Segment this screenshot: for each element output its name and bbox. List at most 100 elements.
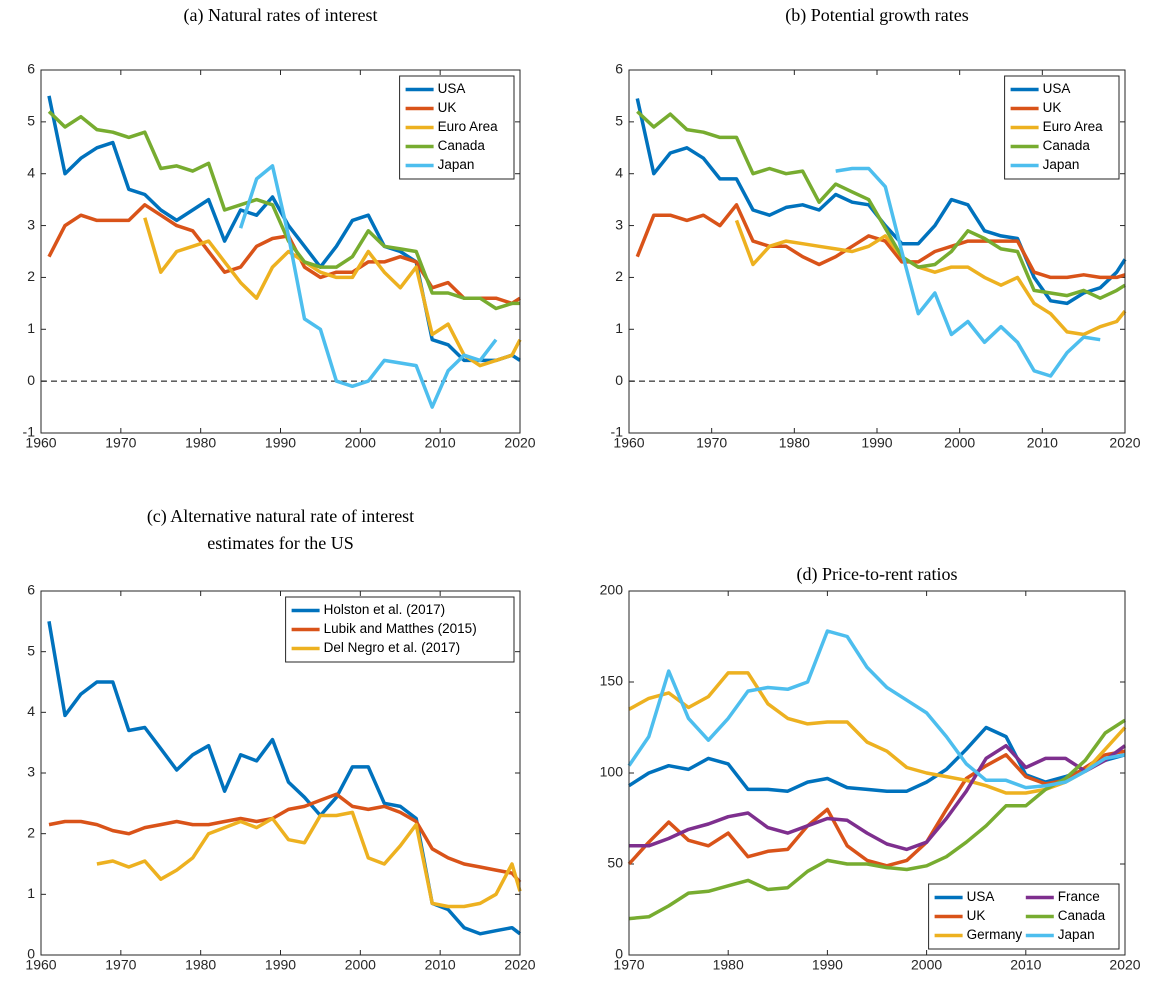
y-tick-label: 4 (615, 164, 623, 180)
axes-box (40, 590, 521, 956)
legend: Holston et al. (2017) Lubik and Matthes (… (285, 596, 515, 663)
legend-label: Euro Area (438, 119, 499, 134)
legend: USA UK Euro Area Canada Japan (1004, 75, 1120, 180)
y-tick-label: 0 (27, 372, 35, 388)
legend-label: France (1058, 889, 1100, 904)
y-tick-label: 3 (27, 216, 35, 232)
series-line (47, 621, 522, 936)
x-tick-label: 2010 (1010, 957, 1041, 973)
x-tick-label: 1980 (185, 435, 216, 451)
y-tick-label: 1 (615, 320, 623, 336)
legend-label: Lubik and Matthes (2015) (324, 621, 477, 636)
y-tick-label: 0 (615, 946, 623, 962)
legend-label: Japan (1058, 927, 1095, 942)
x-tick-label: 2000 (345, 957, 376, 973)
x-tick-label: 2010 (1027, 435, 1058, 451)
x-tick-label: 2000 (944, 435, 975, 451)
legend-label: Canada (1043, 138, 1091, 153)
y-tick-label: 6 (615, 61, 623, 77)
legend-label: USA (438, 81, 466, 96)
x-tick-label: 1970 (105, 957, 136, 973)
x-tick-label: 2020 (504, 435, 535, 451)
axes-box (40, 69, 521, 434)
y-tick-label: 1 (27, 885, 35, 901)
series-line (734, 219, 1127, 337)
series-line (627, 749, 1126, 868)
y-tick-label: -1 (23, 424, 36, 440)
legend-label: UK (438, 100, 457, 115)
axes-box (628, 590, 1126, 956)
series-line (629, 743, 1127, 852)
x-tick-label: 1980 (185, 957, 216, 973)
x-tick-label: 1990 (265, 435, 296, 451)
legend-label: Del Negro et al. (2017) (324, 640, 461, 655)
legend-box (285, 596, 515, 663)
panel: (d) Price-to-rent ratios 0 50 100 150 200 1970… (600, 564, 1141, 973)
y-tick-label: 3 (27, 764, 35, 780)
x-tick-label: 1970 (696, 435, 727, 451)
x-tick-label: 2020 (504, 957, 535, 973)
series-line (835, 166, 1101, 378)
x-tick-label: 1970 (105, 435, 136, 451)
x-tick-label: 1960 (25, 957, 56, 973)
series-line (628, 718, 1126, 921)
legend-label: Holston et al. (2017) (324, 602, 446, 617)
x-tick-label: 1960 (613, 435, 644, 451)
x-tick-label: 2000 (911, 957, 942, 973)
series-line (47, 95, 521, 363)
y-tick-label: 2 (615, 268, 623, 284)
axes-box (628, 69, 1126, 434)
x-tick-label: 2010 (425, 435, 456, 451)
y-tick-label: 5 (27, 113, 35, 129)
y-tick-label: 1 (27, 320, 35, 336)
x-tick-label: 2010 (425, 957, 456, 973)
y-tick-label: 2 (27, 268, 35, 284)
legend-label: Japan (438, 157, 475, 172)
panel: (c) Alternative natural rate of interest… (25, 506, 535, 973)
legend-label: Canada (438, 138, 486, 153)
y-tick-label: 6 (27, 61, 35, 77)
y-tick-label: 5 (27, 642, 35, 658)
y-tick-label: 0 (615, 372, 623, 388)
x-tick-label: 1990 (265, 957, 296, 973)
y-tick-label: -1 (611, 424, 624, 440)
y-tick-label: 5 (615, 113, 623, 129)
panel-title: (c) Alternative natural rate of interest (147, 506, 414, 527)
x-tick-label: 1990 (861, 435, 892, 451)
panel-title: estimates for the US (207, 533, 353, 553)
series-line (627, 629, 1126, 790)
legend-label: UK (967, 908, 986, 923)
y-tick-label: 3 (615, 216, 623, 232)
legend-label: USA (1043, 81, 1071, 96)
legend-label: USA (967, 889, 995, 904)
legend: USA UK Euro Area Canada Japan (399, 75, 515, 180)
x-tick-label: 1980 (713, 957, 744, 973)
y-tick-label: 200 (600, 582, 624, 598)
panel: (b) Potential growth rates -1 0 1 2 3 4 5 6 1960 1… (611, 5, 1141, 451)
y-tick-label: 0 (27, 946, 35, 962)
y-tick-label: 2 (27, 824, 35, 840)
legend: USA UK Germany France Canada Japan (928, 883, 1120, 950)
x-tick-label: 1970 (613, 957, 644, 973)
series-line (238, 164, 498, 409)
legend-label: UK (1043, 100, 1062, 115)
x-tick-label: 2020 (1109, 435, 1140, 451)
panel: (a) Natural rates of interest -1 0 1 2 3 4 5 6 19… (23, 5, 536, 451)
y-tick-label: 4 (27, 164, 35, 180)
y-tick-label: 50 (607, 855, 623, 871)
legend-label: Germany (967, 927, 1023, 942)
x-tick-label: 2000 (345, 435, 376, 451)
y-tick-label: 4 (27, 703, 35, 719)
series-line (636, 110, 1126, 300)
x-tick-label: 1960 (25, 435, 56, 451)
series-line (635, 203, 1126, 280)
y-tick-label: 100 (600, 764, 624, 780)
x-tick-label: 1990 (812, 957, 843, 973)
legend-box (399, 75, 515, 180)
panel-title: (a) Natural rates of interest (184, 5, 378, 26)
panel-title: (b) Potential growth rates (785, 5, 968, 26)
legend-label: Japan (1043, 157, 1080, 172)
series-line (96, 810, 522, 909)
panel-title: (d) Price-to-rent ratios (797, 564, 958, 585)
